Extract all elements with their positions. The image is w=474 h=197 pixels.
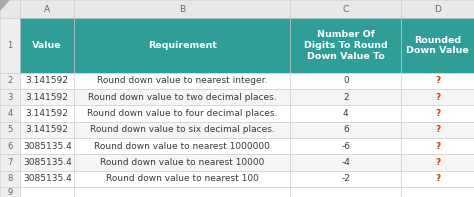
Text: 3.141592: 3.141592 xyxy=(26,125,69,134)
Text: ?: ? xyxy=(435,109,440,118)
Text: ?: ? xyxy=(435,174,440,183)
Bar xyxy=(74,138,290,154)
Text: 3085135.4: 3085135.4 xyxy=(23,142,72,151)
Text: Round down value to two decimal places.: Round down value to two decimal places. xyxy=(88,93,276,102)
Bar xyxy=(401,138,474,154)
Text: Requirement: Requirement xyxy=(148,41,217,50)
Text: B: B xyxy=(179,5,185,14)
Text: 5: 5 xyxy=(7,125,13,134)
Text: Value: Value xyxy=(32,41,62,50)
Bar xyxy=(401,19,474,72)
Bar xyxy=(20,89,74,105)
Bar xyxy=(0,89,20,105)
Bar xyxy=(74,19,290,72)
Bar xyxy=(74,171,290,187)
Text: Round down value to four decimal places.: Round down value to four decimal places. xyxy=(87,109,277,118)
Text: Round down value to nearest 10000: Round down value to nearest 10000 xyxy=(100,158,264,167)
Text: -6: -6 xyxy=(341,142,350,151)
Bar xyxy=(290,89,401,105)
Bar xyxy=(0,138,20,154)
Bar xyxy=(401,171,474,187)
Bar xyxy=(401,187,474,197)
Text: 9: 9 xyxy=(7,188,13,197)
Text: -2: -2 xyxy=(341,174,350,183)
Bar xyxy=(290,154,401,171)
Bar xyxy=(401,154,474,171)
Bar xyxy=(0,122,20,138)
Bar xyxy=(20,154,74,171)
Text: 8: 8 xyxy=(7,174,13,183)
Bar xyxy=(74,154,290,171)
Bar xyxy=(0,154,20,171)
Bar xyxy=(0,171,20,187)
Text: Round down value to six decimal places.: Round down value to six decimal places. xyxy=(90,125,274,134)
Text: 3085135.4: 3085135.4 xyxy=(23,174,72,183)
Bar xyxy=(74,187,290,197)
Text: 3.141592: 3.141592 xyxy=(26,76,69,85)
Polygon shape xyxy=(0,0,10,11)
Bar xyxy=(74,89,290,105)
Text: 6: 6 xyxy=(343,125,349,134)
Text: 0: 0 xyxy=(343,76,349,85)
Text: ?: ? xyxy=(435,142,440,151)
Text: Rounded
Down Value: Rounded Down Value xyxy=(406,36,469,55)
Bar xyxy=(20,122,74,138)
Bar xyxy=(290,171,401,187)
Bar xyxy=(74,0,290,19)
Text: 3.141592: 3.141592 xyxy=(26,109,69,118)
Text: Round down value to nearest 1000000: Round down value to nearest 1000000 xyxy=(94,142,270,151)
Bar xyxy=(290,187,401,197)
Text: ?: ? xyxy=(435,125,440,134)
Text: 3: 3 xyxy=(7,93,13,102)
Bar xyxy=(401,122,474,138)
Text: 2: 2 xyxy=(343,93,348,102)
Bar xyxy=(290,138,401,154)
Text: Round down value to nearest 100: Round down value to nearest 100 xyxy=(106,174,259,183)
Bar xyxy=(401,72,474,89)
Text: ?: ? xyxy=(435,93,440,102)
Bar xyxy=(20,138,74,154)
Text: 6: 6 xyxy=(7,142,13,151)
Bar xyxy=(20,187,74,197)
Bar xyxy=(20,105,74,122)
Text: 4: 4 xyxy=(7,109,13,118)
Bar xyxy=(401,89,474,105)
Text: ?: ? xyxy=(435,158,440,167)
Text: Round down value to nearest integer.: Round down value to nearest integer. xyxy=(97,76,267,85)
Bar xyxy=(0,105,20,122)
Bar xyxy=(20,0,74,19)
Bar xyxy=(401,105,474,122)
Bar xyxy=(290,72,401,89)
Bar xyxy=(20,171,74,187)
Text: D: D xyxy=(434,5,441,14)
Text: 4: 4 xyxy=(343,109,348,118)
Bar xyxy=(0,0,20,19)
Bar xyxy=(290,19,401,72)
Bar xyxy=(290,105,401,122)
Bar xyxy=(0,19,20,72)
Bar xyxy=(20,72,74,89)
Bar xyxy=(74,122,290,138)
Bar xyxy=(74,105,290,122)
Text: 3085135.4: 3085135.4 xyxy=(23,158,72,167)
Text: 7: 7 xyxy=(7,158,13,167)
Text: -4: -4 xyxy=(341,158,350,167)
Bar xyxy=(290,122,401,138)
Text: 1: 1 xyxy=(7,41,13,50)
Text: 2: 2 xyxy=(7,76,13,85)
Bar xyxy=(74,72,290,89)
Bar xyxy=(0,72,20,89)
Bar xyxy=(290,0,401,19)
Text: Number Of
Digits To Round
Down Value To: Number Of Digits To Round Down Value To xyxy=(304,30,388,61)
Text: 3.141592: 3.141592 xyxy=(26,93,69,102)
Bar xyxy=(401,0,474,19)
Text: C: C xyxy=(343,5,349,14)
Text: ?: ? xyxy=(435,76,440,85)
Bar xyxy=(20,19,74,72)
Text: A: A xyxy=(44,5,50,14)
Bar xyxy=(0,187,20,197)
